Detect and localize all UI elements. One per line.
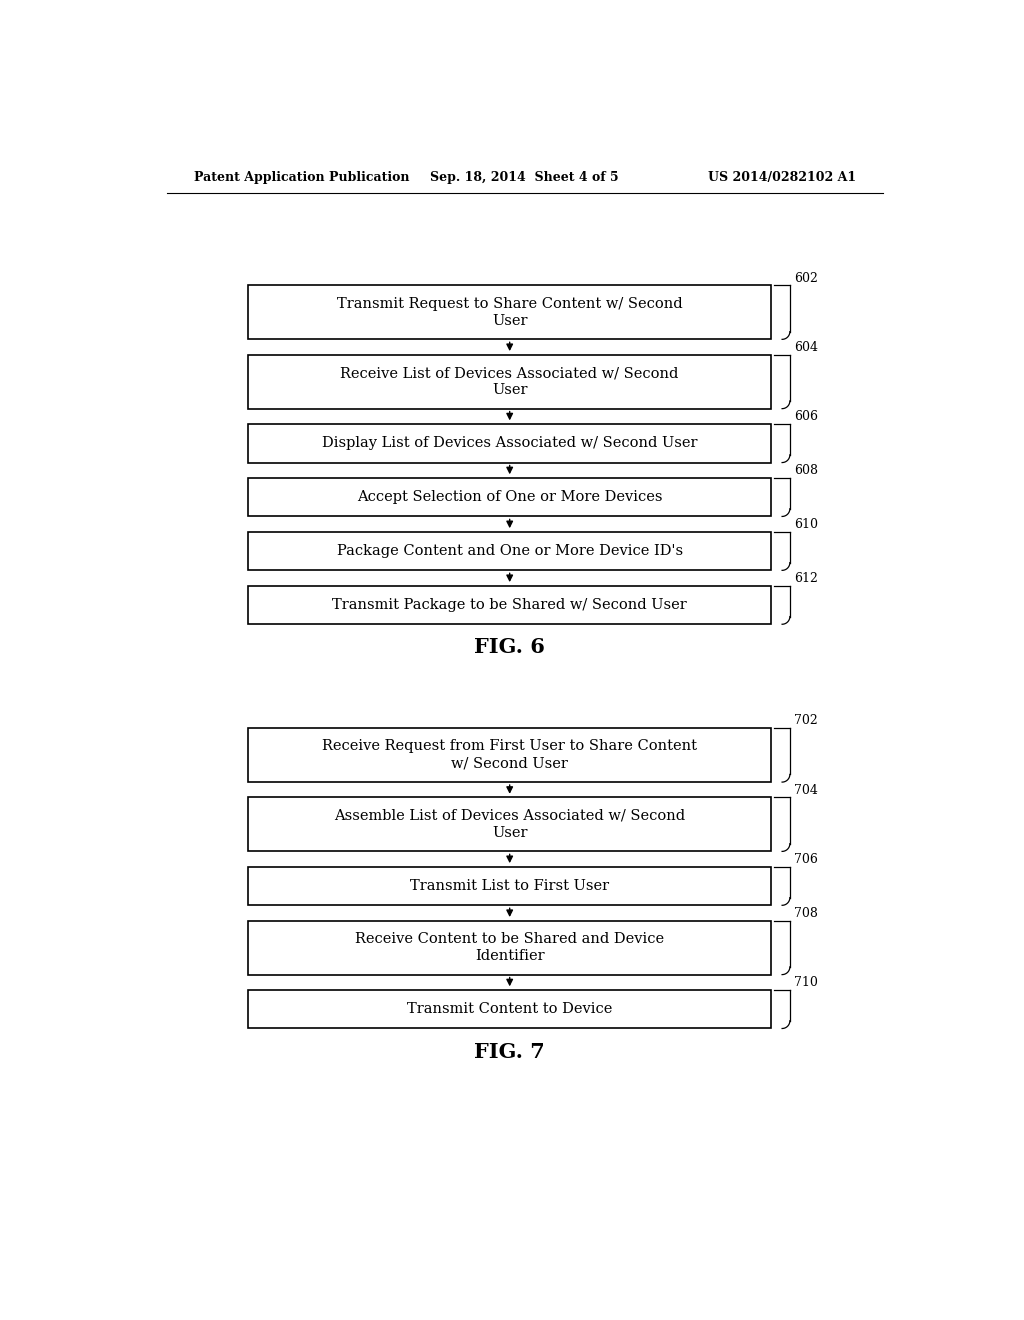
Bar xyxy=(248,797,771,851)
Text: Accept Selection of One or More Devices: Accept Selection of One or More Devices xyxy=(357,490,663,504)
Text: Receive Request from First User to Share Content
w/ Second User: Receive Request from First User to Share… xyxy=(323,739,697,771)
Text: Package Content and One or More Device ID's: Package Content and One or More Device I… xyxy=(337,544,683,558)
Text: 710: 710 xyxy=(794,977,817,989)
Text: 706: 706 xyxy=(794,853,817,866)
Text: Transmit List to First User: Transmit List to First User xyxy=(411,879,609,894)
Text: FIG. 7: FIG. 7 xyxy=(474,1041,545,1061)
Bar xyxy=(248,478,771,516)
Text: 708: 708 xyxy=(794,907,817,920)
Text: 610: 610 xyxy=(794,517,818,531)
Text: 608: 608 xyxy=(794,465,818,477)
Bar xyxy=(248,424,771,462)
Text: Transmit Package to be Shared w/ Second User: Transmit Package to be Shared w/ Second … xyxy=(333,598,687,612)
Text: Patent Application Publication: Patent Application Publication xyxy=(194,172,410,185)
Text: US 2014/0282102 A1: US 2014/0282102 A1 xyxy=(709,172,856,185)
Text: Transmit Request to Share Content w/ Second
User: Transmit Request to Share Content w/ Sec… xyxy=(337,297,683,329)
Text: Receive List of Devices Associated w/ Second
User: Receive List of Devices Associated w/ Se… xyxy=(341,366,679,397)
Text: Receive Content to be Shared and Device
Identifier: Receive Content to be Shared and Device … xyxy=(355,932,665,964)
Text: 702: 702 xyxy=(794,714,817,727)
Bar xyxy=(248,990,771,1028)
Bar xyxy=(248,920,771,974)
Bar xyxy=(248,285,771,339)
Text: 606: 606 xyxy=(794,411,818,424)
Text: Assemble List of Devices Associated w/ Second
User: Assemble List of Devices Associated w/ S… xyxy=(334,809,685,840)
Text: 612: 612 xyxy=(794,572,817,585)
Text: Sep. 18, 2014  Sheet 4 of 5: Sep. 18, 2014 Sheet 4 of 5 xyxy=(430,172,620,185)
Text: 602: 602 xyxy=(794,272,817,285)
Text: 704: 704 xyxy=(794,784,817,797)
Bar xyxy=(248,586,771,624)
Bar xyxy=(248,729,771,781)
Text: Display List of Devices Associated w/ Second User: Display List of Devices Associated w/ Se… xyxy=(322,437,697,450)
Text: 604: 604 xyxy=(794,341,818,354)
Text: FIG. 6: FIG. 6 xyxy=(474,638,545,657)
Bar xyxy=(248,355,771,409)
Bar xyxy=(248,532,771,570)
Text: Transmit Content to Device: Transmit Content to Device xyxy=(407,1002,612,1016)
Bar xyxy=(248,867,771,906)
